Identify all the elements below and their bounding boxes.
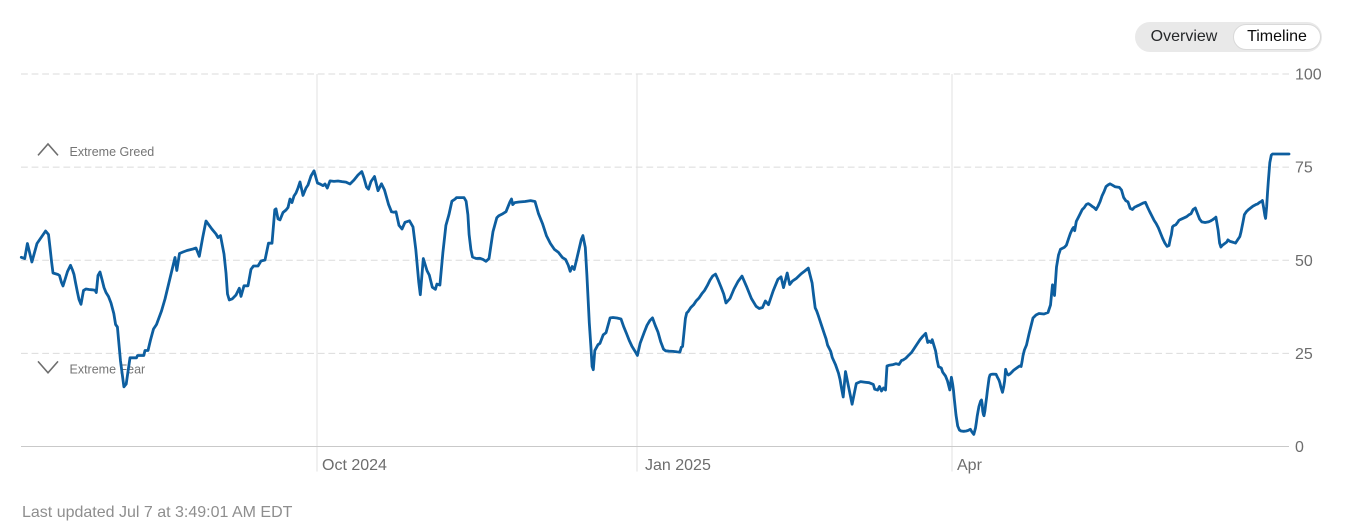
svg-text:50: 50	[1295, 253, 1313, 270]
svg-text:Oct 2024: Oct 2024	[322, 457, 387, 474]
svg-text:Extreme Greed: Extreme Greed	[70, 145, 155, 159]
svg-text:Extreme Fear: Extreme Fear	[70, 362, 146, 376]
svg-text:0: 0	[1295, 439, 1304, 456]
svg-text:Apr: Apr	[957, 457, 983, 474]
svg-text:100: 100	[1295, 67, 1322, 84]
svg-text:Jan 2025: Jan 2025	[645, 457, 711, 474]
svg-text:25: 25	[1295, 346, 1313, 363]
svg-text:75: 75	[1295, 160, 1313, 177]
